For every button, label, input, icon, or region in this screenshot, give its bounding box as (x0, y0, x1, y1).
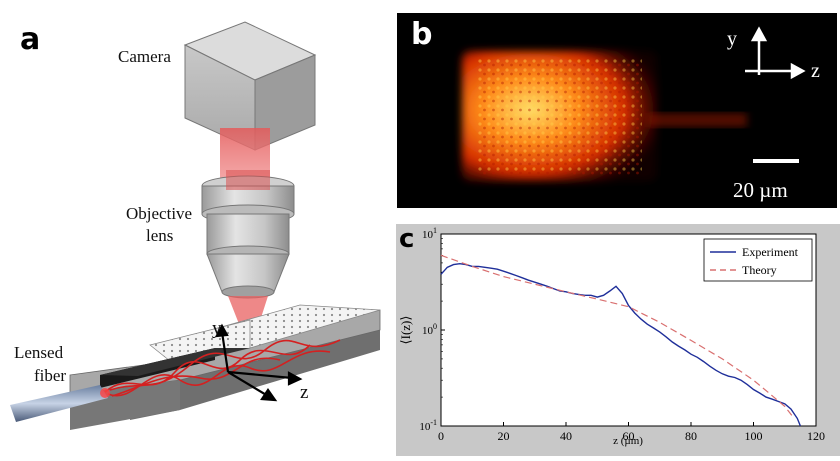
objective-label-line2: lens (146, 226, 173, 245)
panel-b-intensity-image: y z 20 µm b (397, 13, 837, 208)
chip-axis-z-label: z (300, 382, 308, 403)
speckle-image: y z 20 µm (397, 13, 837, 208)
y-tick-label: 10-1 (419, 418, 437, 433)
fiber-label-line2: fiber (34, 366, 66, 385)
x-tick-label: 100 (745, 429, 763, 443)
x-tick-label: 120 (807, 429, 825, 443)
x-tick-label: 60 (623, 429, 635, 443)
scale-bar-label: 20 µm (733, 178, 788, 202)
y-tick-label: 101 (422, 226, 437, 241)
x-tick-label: 40 (560, 429, 572, 443)
panel-letter-b: b (411, 17, 433, 52)
x-tick-label: 20 (498, 429, 510, 443)
objective-lens-icon (201, 170, 295, 299)
camera-label: Camera (118, 47, 171, 66)
y-tick-label: 100 (422, 322, 437, 337)
light-paths (104, 339, 341, 397)
panel-letter-a: a (20, 22, 41, 57)
image-axis-z-label: z (811, 60, 820, 82)
objective-label-line1: Objective (126, 204, 192, 223)
legend-label-theory: Theory (742, 263, 777, 277)
legend: Experiment Theory (703, 238, 813, 282)
lensed-fiber-icon (10, 385, 108, 422)
intensity-decay-chart: 0 20 40 60 80 100 120 10-1 100 101 Experiment The… (398, 226, 825, 447)
series-line-experiment (440, 262, 802, 427)
camera-icon (183, 21, 317, 151)
chip-axis-y-label: y (212, 318, 222, 339)
panel-c-chart: 0 20 40 60 80 100 120 10-1 100 101 Experiment The… (396, 224, 840, 456)
series-line-theory (440, 254, 795, 419)
image-axis-y-label: y (727, 28, 737, 50)
fiber-label-line1: Lensed (14, 343, 64, 362)
chip-axes (215, 323, 303, 402)
y-axis-label: ⟨I(z)⟩ (398, 316, 413, 345)
x-axis-label: z (µm) (613, 435, 643, 447)
chip-icon (69, 304, 381, 430)
scale-bar (753, 159, 799, 163)
image-axes (745, 26, 806, 80)
setup-diagram: Camera Objective lens Lensed fiber y z (10, 21, 381, 430)
panel-letter-c: c (399, 224, 415, 254)
panel-a-schematic: Camera Objective lens Lensed fiber y z a (0, 0, 392, 456)
x-tick-label: 0 (438, 429, 444, 443)
x-tick-label: 80 (685, 429, 697, 443)
legend-label-experiment: Experiment (742, 245, 799, 259)
